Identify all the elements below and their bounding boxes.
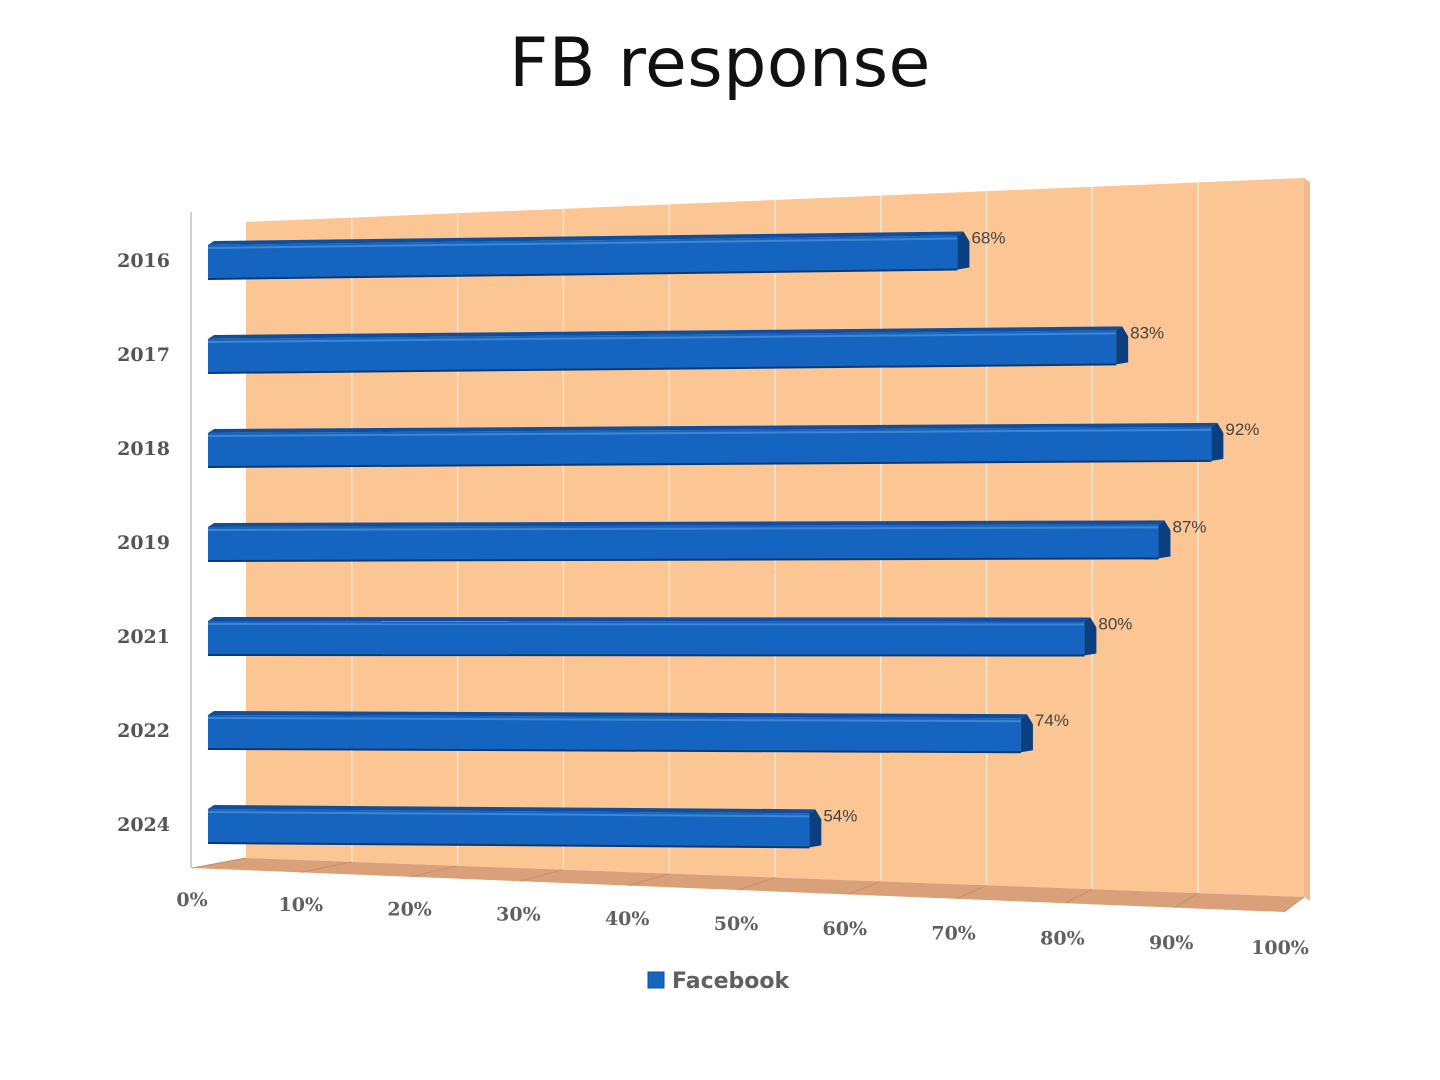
bar-top-face — [208, 231, 964, 245]
bar-end-cap — [1158, 520, 1171, 559]
bar-highlight — [207, 428, 1212, 437]
side-wall — [1304, 178, 1310, 901]
floor-gridline — [847, 880, 881, 895]
bar-end-cap — [1084, 617, 1097, 656]
data-label: 87% — [1172, 517, 1206, 536]
x-tick-label: 90% — [1149, 932, 1194, 954]
bar-highlight — [207, 717, 1021, 723]
x-tick-label: 10% — [279, 894, 324, 916]
data-label: 54% — [823, 806, 857, 825]
x-tick-label: 60% — [823, 918, 868, 940]
bar-highlight — [207, 623, 1085, 626]
category-label: 2018 — [117, 438, 170, 460]
bar — [208, 426, 1212, 467]
x-tick-label: 80% — [1040, 927, 1085, 949]
bar-top-face — [208, 617, 1091, 622]
bar-highlight — [207, 332, 1117, 343]
legend-label: Facebook — [672, 969, 791, 994]
floor — [192, 858, 1304, 912]
x-tick-label: 100% — [1251, 937, 1309, 959]
bar — [208, 621, 1085, 656]
data-label: 68% — [971, 228, 1005, 247]
floor-gridline — [191, 857, 247, 869]
bar-end-cap — [809, 809, 822, 848]
category-label: 2016 — [117, 250, 170, 272]
bar-top-face — [208, 805, 816, 814]
bar-bottom-edge — [207, 557, 1159, 562]
floor-gridline — [956, 884, 987, 900]
bar-bottom-edge — [207, 363, 1117, 374]
category-label: 2017 — [117, 344, 170, 366]
category-label: 2024 — [117, 814, 170, 836]
x-tick-label: 20% — [387, 899, 432, 921]
floor-gridline — [1283, 896, 1305, 913]
x-tick-label: 40% — [605, 908, 650, 930]
floor-gridline — [737, 877, 776, 891]
x-tick-label: 30% — [496, 903, 541, 925]
legend-swatch — [647, 971, 665, 989]
bar — [208, 809, 810, 848]
bar-bottom-edge — [207, 654, 1085, 657]
bar-bottom-edge — [207, 842, 810, 849]
data-label: 74% — [1035, 711, 1069, 730]
bar — [208, 524, 1159, 561]
bar-top-face — [208, 422, 1218, 433]
category-label: 2021 — [117, 626, 170, 648]
bar-end-cap — [1116, 326, 1129, 365]
floor-gridline — [628, 873, 670, 887]
bar-top-face — [208, 326, 1123, 339]
data-label: 83% — [1130, 323, 1164, 342]
floor-gridline — [1065, 888, 1093, 904]
category-label: 2022 — [117, 720, 170, 742]
floor-gridline — [301, 861, 352, 873]
bar-highlight — [207, 237, 958, 249]
bar-end-cap — [1020, 714, 1033, 753]
x-tick-label: 0% — [176, 889, 207, 911]
bar-highlight — [207, 526, 1159, 531]
chart-bars — [207, 231, 1224, 849]
bar-top-face — [208, 711, 1027, 719]
bar-top-face — [208, 520, 1165, 527]
data-label: 92% — [1225, 420, 1259, 439]
chart-labels: 0% 10% 20% 30% 40% 50% 60% 70% 80% 90% 100% 2016 68%… — [117, 228, 1309, 959]
slide-title: FB response — [509, 24, 931, 103]
chart-legend: Facebook — [647, 969, 791, 994]
bar-end-cap — [957, 231, 970, 270]
bar-highlight — [207, 811, 810, 818]
chart-floor — [192, 858, 1304, 912]
x-tick-label: 50% — [714, 913, 759, 935]
category-label: 2019 — [117, 532, 170, 554]
floor-gridline — [1174, 892, 1199, 909]
floor-gridline — [410, 865, 458, 878]
bar — [208, 715, 1021, 753]
data-label: 80% — [1098, 615, 1132, 634]
bar-bottom-edge — [207, 268, 958, 280]
bar-bottom-edge — [207, 748, 1021, 754]
bar-bottom-edge — [207, 459, 1212, 468]
bar — [208, 330, 1117, 373]
x-tick-label: 70% — [931, 923, 976, 945]
floor-gridline — [519, 869, 564, 882]
bar-end-cap — [1211, 422, 1224, 461]
